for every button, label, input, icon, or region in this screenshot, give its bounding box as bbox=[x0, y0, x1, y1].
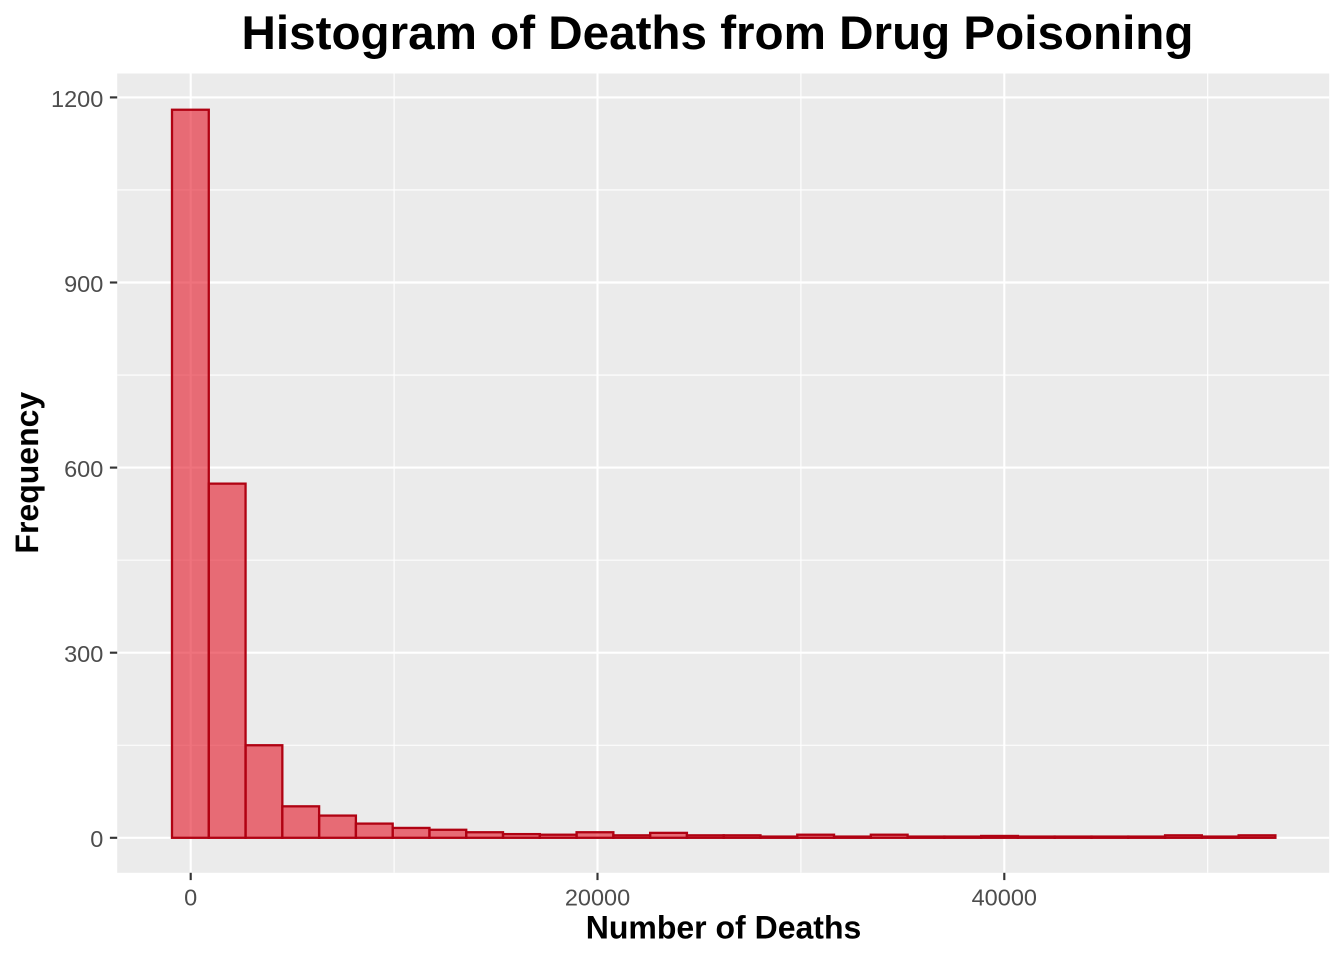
svg-text:0: 0 bbox=[184, 884, 197, 910]
svg-text:20000: 20000 bbox=[565, 884, 630, 910]
svg-text:1200: 1200 bbox=[51, 86, 103, 112]
svg-text:Frequency: Frequency bbox=[9, 392, 45, 554]
svg-text:40000: 40000 bbox=[972, 884, 1037, 910]
svg-text:Number of Deaths: Number of Deaths bbox=[586, 910, 862, 946]
svg-text:900: 900 bbox=[64, 271, 103, 297]
svg-text:Histogram of Deaths from Drug: Histogram of Deaths from Drug Poisoning bbox=[242, 7, 1194, 60]
svg-text:0: 0 bbox=[90, 826, 103, 852]
svg-text:600: 600 bbox=[64, 456, 103, 482]
svg-text:300: 300 bbox=[64, 641, 103, 667]
